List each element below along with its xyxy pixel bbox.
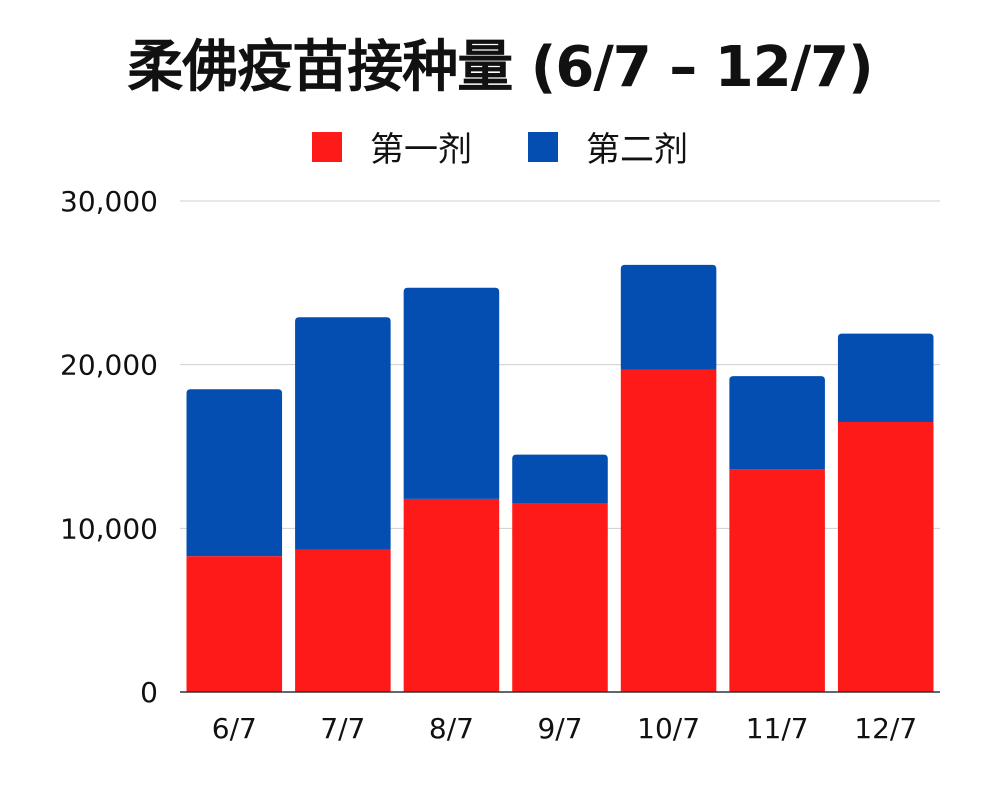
legend-swatch-first-dose <box>312 131 342 162</box>
bar-segment-second-dose <box>295 317 391 550</box>
chart-title: 柔佛疫苗接种量 (6/7 – 12/7) <box>127 35 873 100</box>
y-tick-label: 20,000 <box>60 349 158 382</box>
y-tick-label: 30,000 <box>60 185 158 218</box>
bar-segment-first-dose <box>295 549 391 692</box>
bar-segment-second-dose <box>620 264 717 370</box>
bar-segment-second-dose <box>403 287 500 499</box>
bars <box>186 264 934 692</box>
bar-segment-first-dose <box>837 421 934 692</box>
x-tick-label: 11/7 <box>746 712 809 745</box>
bar-segment-first-dose <box>620 369 717 692</box>
bar-segment-second-dose <box>186 389 283 557</box>
x-axis-labels: 6/7 7/7 8/7 9/7 10/7 11/7 12/7 <box>212 712 917 745</box>
y-tick-label: 0 <box>140 676 158 709</box>
bar-segment-first-dose <box>729 469 825 692</box>
legend-label-second-dose: 第二剂 <box>586 130 688 170</box>
bar-segment-second-dose <box>729 376 825 470</box>
x-tick-label: 12/7 <box>854 712 917 745</box>
bar-segment-first-dose <box>186 556 283 692</box>
legend-swatch-second-dose <box>528 131 558 162</box>
x-tick-label: 7/7 <box>320 712 365 745</box>
legend: 第一剂 第二剂 <box>0 122 1000 171</box>
legend-label-first-dose: 第一剂 <box>370 130 472 170</box>
legend-item-second-dose: 第二剂 <box>528 122 688 171</box>
bar-segment-first-dose <box>403 498 500 692</box>
x-tick-label: 8/7 <box>429 712 474 745</box>
bar-segment-second-dose <box>837 333 934 422</box>
x-tick-label: 10/7 <box>637 712 700 745</box>
x-tick-label: 9/7 <box>537 712 582 745</box>
y-axis-labels: 0 10,000 20,000 30,000 <box>60 185 158 709</box>
legend-item-first-dose: 第一剂 <box>312 122 472 171</box>
y-tick-label: 10,000 <box>60 512 158 545</box>
bar-segment-second-dose <box>512 454 608 504</box>
x-tick-label: 6/7 <box>212 712 257 745</box>
bar-segment-first-dose <box>512 503 608 692</box>
